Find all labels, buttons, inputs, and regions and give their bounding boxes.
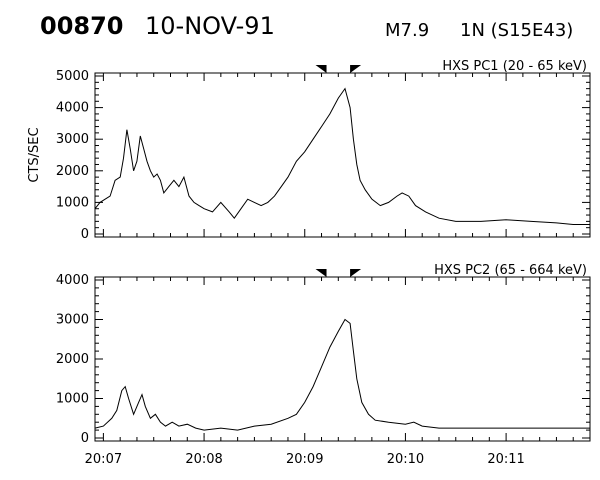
goes-class: M7.9 — [385, 20, 430, 41]
interval-marker — [315, 269, 327, 277]
y-tick-label: 4000 — [56, 273, 89, 288]
event-date: 10-NOV-91 — [145, 12, 275, 40]
y-tick-label: 2000 — [56, 352, 89, 367]
y-tick-label: 3000 — [56, 313, 89, 328]
y-tick-label: 4000 — [56, 101, 89, 116]
panel-title: HXS PC2 (65 - 664 keV) — [434, 263, 587, 278]
y-tick-label: 5000 — [56, 69, 89, 84]
interval-marker — [350, 65, 362, 73]
count-rate-line — [94, 87, 590, 225]
x-tick-label: 20:10 — [387, 452, 424, 467]
x-tick-label: 20:11 — [487, 452, 524, 467]
y-tick-label: 0 — [81, 431, 89, 446]
y-tick-label: 2000 — [56, 164, 89, 179]
y-tick-label: 1000 — [56, 392, 89, 407]
plot-frame — [94, 72, 591, 238]
panel-title: HXS PC1 (20 - 65 keV) — [442, 59, 587, 74]
flare-location: 1N (S15E43) — [460, 20, 574, 41]
interval-marker — [350, 269, 362, 277]
interval-marker — [315, 65, 327, 73]
event-id: 00870 — [40, 12, 124, 40]
x-tick-label: 20:08 — [185, 452, 222, 467]
x-tick-label: 20:09 — [286, 452, 323, 467]
count-rate-line — [94, 318, 590, 431]
x-tick-label: 20:07 — [85, 452, 122, 467]
y-tick-label: 3000 — [56, 132, 89, 147]
y-axis-label: CTS/SEC — [27, 127, 42, 182]
plot-frame — [94, 276, 591, 442]
y-tick-label: 0 — [81, 227, 89, 242]
y-tick-label: 1000 — [56, 195, 89, 210]
